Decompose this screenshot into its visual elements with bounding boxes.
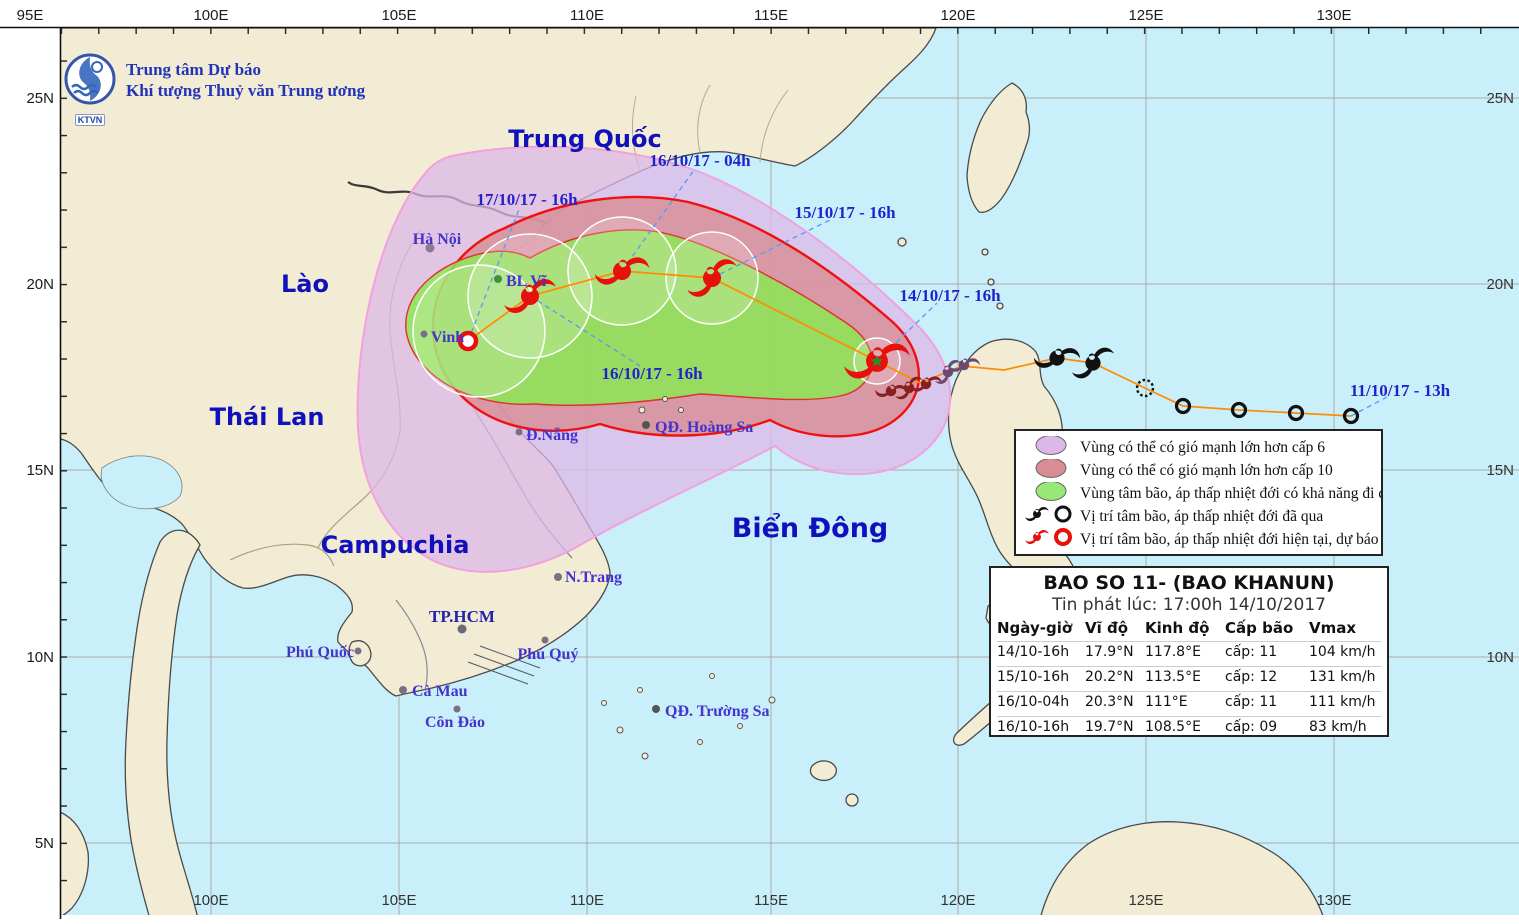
storm-past-dashed-circle	[1135, 378, 1155, 398]
forecast-open-circle	[457, 330, 479, 352]
svg-text:20N: 20N	[26, 276, 54, 293]
city-label-tphcm: TP.HCM	[429, 607, 495, 626]
small-island	[809, 760, 837, 782]
ktvn-logo: KTVN	[62, 53, 118, 128]
axis-corner-label: 95E	[17, 7, 44, 24]
sea-label-bien-dong: Biển Đông	[732, 511, 889, 544]
truong-sa-dot	[652, 705, 660, 713]
region-label-thailand: Thái Lan	[210, 403, 325, 431]
timestamp-label-1610-04: 16/10/17 - 04h	[649, 151, 751, 170]
svg-text:120E: 120E	[940, 892, 975, 909]
timestamp-label-1710: 17/10/17 - 16h	[476, 190, 578, 209]
cap6-zone-swatch	[1022, 436, 1080, 459]
timestamp-label-1510: 15/10/17 - 16h	[794, 203, 896, 222]
storm-title: BAO SO 11- (BAO KHANUN)	[1043, 572, 1335, 594]
legend-item-cap6: Vùng có thể có gió mạnh lớn hơn cấp 6	[1022, 436, 1381, 459]
city-label-phuquoc: Phú Quốc	[286, 644, 354, 661]
batanes-islet	[996, 302, 1004, 310]
region-label-laos: Lào	[281, 270, 329, 298]
past-position-symbols	[1022, 505, 1080, 528]
pratas-islet	[897, 237, 907, 247]
org-name: Trung tâm Dự báo Khí tượng Thuỷ văn Trun…	[126, 53, 365, 101]
svg-text:25N: 25N	[26, 90, 54, 107]
svg-text:125E: 125E	[1128, 892, 1163, 909]
svg-text:15N: 15N	[26, 462, 54, 479]
mainland-asia	[59, 27, 937, 697]
legend-item-center-zone: Vùng tâm bão, áp thấp nhiệt đới có khả n…	[1022, 482, 1381, 505]
tonle-sap-lake	[100, 455, 183, 510]
org-name-line2: Khí tượng Thuỷ văn Trung ương	[126, 81, 366, 100]
island-label-truongsa: QĐ. Trường Sa	[665, 703, 770, 720]
city-label-condao: Côn Đảo	[425, 714, 485, 731]
city-label-hanoi: Hà Nội	[413, 231, 462, 248]
svg-text:115E: 115E	[754, 892, 788, 909]
svg-text:100E: 100E	[193, 7, 228, 24]
storm-center-zone	[405, 229, 873, 406]
svg-text:105E: 105E	[381, 892, 416, 909]
storm-past-icons	[873, 339, 1360, 425]
center-zone-swatch	[1022, 482, 1080, 505]
city-label-ntrang: N.Trang	[565, 569, 622, 586]
svg-text:105E: 105E	[381, 7, 416, 24]
svg-text:20N: 20N	[1486, 276, 1514, 293]
map-legend: Vùng có thể có gió mạnh lớn hơn cấp 6 Vù…	[1014, 429, 1383, 556]
hoang-sa-dot	[642, 421, 650, 429]
taiwan-island	[966, 82, 1031, 213]
svg-text:25N: 25N	[1486, 90, 1514, 107]
storm-forecast-icons	[457, 251, 911, 383]
svg-text:110E: 110E	[570, 7, 604, 24]
island-label-hoangsa: QĐ. Hoàng Sa	[655, 419, 753, 436]
legend-item-cap10: Vùng có thể có gió mạnh lớn hơn cấp 10	[1022, 459, 1381, 482]
region-label-china: Trung Quốc	[508, 125, 661, 153]
city-label-vinh: Vinh	[431, 329, 464, 346]
city-label-camau: Cà Mau	[412, 683, 468, 700]
svg-text:115E: 115E	[754, 7, 788, 24]
region-label-cambodia: Campuchia	[321, 531, 470, 559]
timestamp-label-1410: 14/10/17 - 16h	[899, 286, 1001, 305]
ktvn-logo-text: KTVN	[74, 114, 106, 126]
svg-text:130E: 130E	[1316, 892, 1351, 909]
cap10-zone-swatch	[1022, 459, 1080, 482]
timestamp-label-1110: 11/10/17 - 13h	[1350, 381, 1451, 400]
borneo-island	[1039, 821, 1325, 920]
org-header: KTVN Trung tâm Dự báo Khí tượng Thuỷ văn…	[62, 53, 365, 128]
svg-text:5N: 5N	[35, 835, 54, 852]
city-label-danang: Đ.Nẵng	[526, 427, 578, 444]
svg-text:10N: 10N	[26, 649, 54, 666]
current-center-star	[870, 355, 884, 367]
storm-issued-time: Tin phát lúc: 17:00h 14/10/2017	[1052, 595, 1326, 615]
axis-labels: 95E 100E 105E 110E 115E 120E 125E 130E 1…	[17, 7, 1514, 909]
svg-text:130E: 130E	[1316, 7, 1351, 24]
city-dots	[354, 243, 562, 713]
svg-text:120E: 120E	[940, 7, 975, 24]
city-label-blv: BL Vĩ	[506, 273, 547, 290]
org-name-line1: Trung tâm Dự báo	[126, 60, 262, 79]
storm-info-table: BAO SO 11- (BAO KHANUN) Tin phát lúc: 17…	[989, 566, 1389, 737]
svg-text:125E: 125E	[1128, 7, 1163, 24]
kra-peninsula	[124, 529, 201, 920]
small-island	[845, 793, 859, 807]
batanes-islet	[987, 278, 995, 286]
ktvn-logo-icon	[64, 53, 116, 105]
current-position-symbols	[1022, 528, 1080, 551]
svg-text:10N: 10N	[1486, 649, 1514, 666]
timestamp-label-1610-16: 16/10/17 - 16h	[601, 364, 703, 383]
archipelago-dots	[601, 396, 776, 760]
svg-text:15N: 15N	[1486, 462, 1514, 479]
batanes-islet	[981, 248, 989, 256]
legend-item-past-position: Vị trí tâm bão, áp thấp nhiệt đới đã qua	[1022, 505, 1381, 528]
svg-text:100E: 100E	[193, 892, 228, 909]
svg-text:110E: 110E	[570, 892, 604, 909]
city-label-phuquy: Phú Quý	[518, 646, 579, 663]
legend-item-current-position: Vị trí tâm bão, áp thấp nhiệt đới hiện t…	[1022, 528, 1381, 551]
